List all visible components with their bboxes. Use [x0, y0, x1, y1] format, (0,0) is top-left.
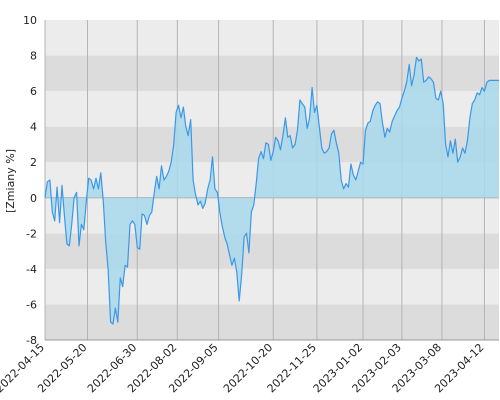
x-axis-tick-labels: 2022-04-152022-05-202022-06-302022-08-02… [0, 341, 487, 395]
y-tick-label: -2 [26, 227, 37, 240]
y-tick-label: 10 [23, 14, 37, 27]
y-axis-tick-labels: -8 -6 -4 -2 0 2 4 6 8 10 [23, 14, 37, 347]
y-tick-label: 2 [30, 156, 37, 169]
y-tick-label: -4 [26, 263, 37, 276]
y-tick-label: 8 [30, 50, 37, 63]
background-band [45, 304, 499, 340]
y-axis-label: [Zmiany %] [4, 149, 17, 213]
y-tick-label: 6 [30, 85, 37, 98]
y-tick-label: -8 [26, 334, 37, 347]
background-band [45, 20, 499, 56]
y-tick-label: 0 [30, 192, 37, 205]
y-tick-label: -6 [26, 298, 37, 311]
series-area [45, 57, 499, 325]
y-tick-label: 4 [30, 121, 37, 134]
series-line [44, 56, 499, 325]
series-group [44, 56, 499, 325]
